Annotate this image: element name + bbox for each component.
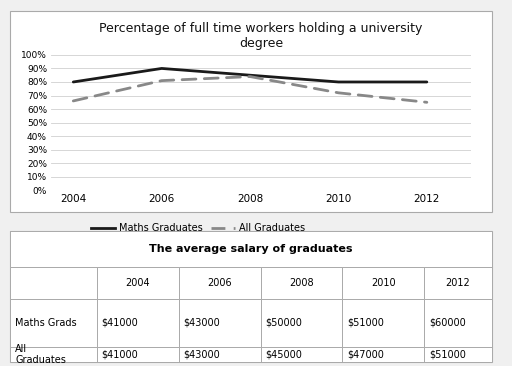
Bar <box>10 268 97 299</box>
Text: $51000: $51000 <box>347 318 384 328</box>
Bar <box>10 347 97 362</box>
Text: The average salary of graduates: The average salary of graduates <box>149 244 353 254</box>
Text: 2012: 2012 <box>445 278 470 288</box>
Bar <box>424 347 492 362</box>
Text: All
Graduates: All Graduates <box>15 344 66 365</box>
Text: $50000: $50000 <box>265 318 302 328</box>
Text: $43000: $43000 <box>183 350 220 359</box>
Bar <box>343 268 424 299</box>
Text: $41000: $41000 <box>102 350 138 359</box>
Text: $45000: $45000 <box>265 350 302 359</box>
Text: $43000: $43000 <box>183 318 220 328</box>
Bar <box>261 268 343 299</box>
Bar <box>261 347 343 362</box>
Bar <box>179 268 261 299</box>
Text: $47000: $47000 <box>347 350 384 359</box>
Text: 2008: 2008 <box>289 278 314 288</box>
Bar <box>424 268 492 299</box>
Bar <box>10 231 492 268</box>
Bar <box>179 299 261 347</box>
Bar <box>97 299 179 347</box>
Bar <box>10 299 97 347</box>
Bar <box>343 347 424 362</box>
Text: 2004: 2004 <box>125 278 150 288</box>
Text: $51000: $51000 <box>429 350 466 359</box>
Bar <box>261 299 343 347</box>
Bar <box>97 347 179 362</box>
Legend: Maths Graduates, All Graduates: Maths Graduates, All Graduates <box>87 219 309 237</box>
Text: Maths Grads: Maths Grads <box>15 318 77 328</box>
Text: 2006: 2006 <box>207 278 232 288</box>
Bar <box>179 347 261 362</box>
Text: $60000: $60000 <box>429 318 466 328</box>
Bar <box>424 299 492 347</box>
Bar <box>97 268 179 299</box>
Text: $41000: $41000 <box>102 318 138 328</box>
Bar <box>343 299 424 347</box>
Text: 2010: 2010 <box>371 278 396 288</box>
Title: Percentage of full time workers holding a university
degree: Percentage of full time workers holding … <box>99 22 423 49</box>
